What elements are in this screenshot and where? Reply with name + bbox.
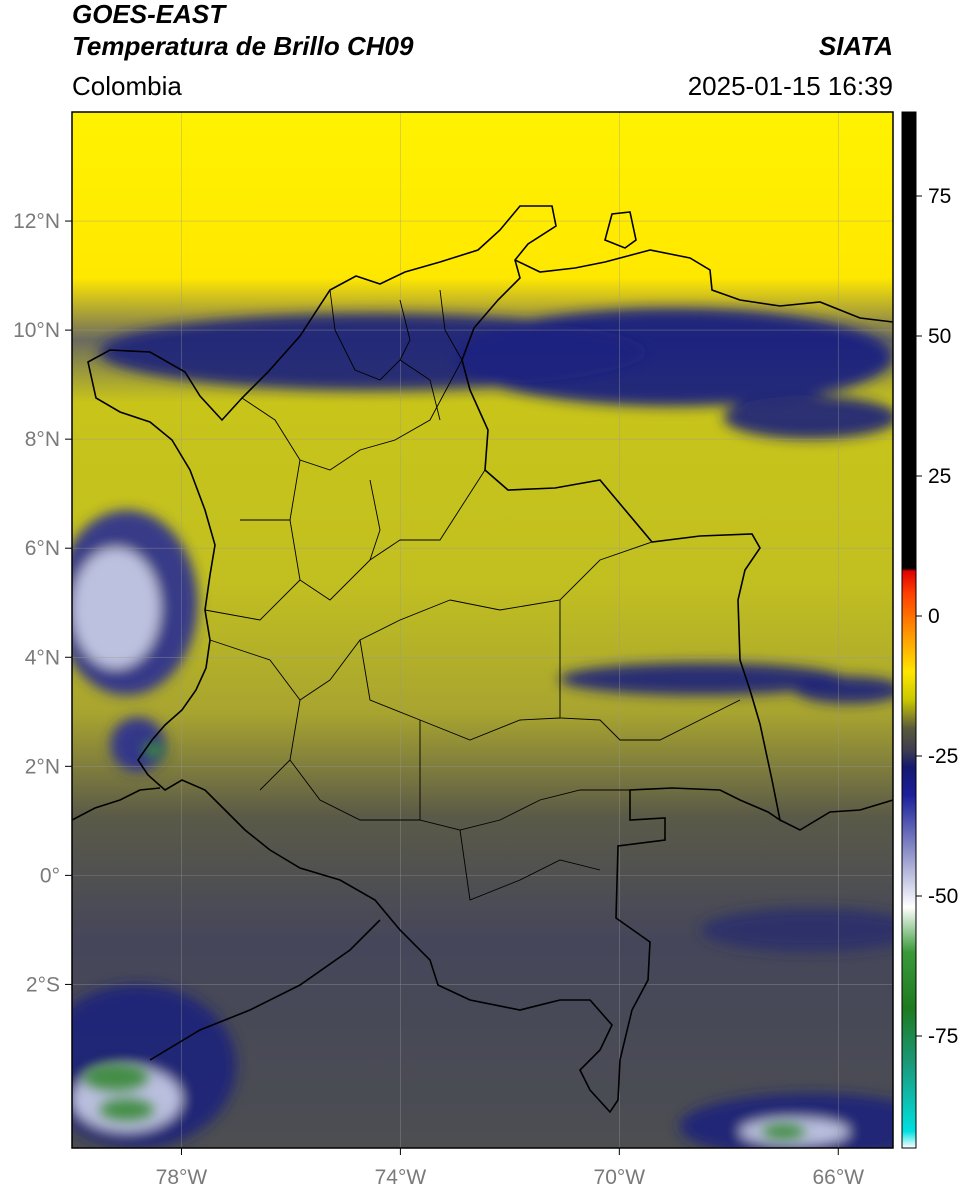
- product-title: GOES-EAST: [72, 0, 226, 29]
- colorbar-tick-label: 0: [928, 605, 940, 628]
- cloud-cell-2: [723, 395, 893, 440]
- latitude-ticks: 12°N 10°N 8°N 6°N 4°N 2°N 0° 2°S: [13, 210, 72, 996]
- lat-tick-label: 2°S: [26, 973, 60, 996]
- colorbar-tick-label: 25: [928, 465, 951, 488]
- map-area: [72, 112, 893, 1148]
- colorbar-ticks: 75 50 25 0 -25 -50 -75: [916, 185, 958, 1048]
- lat-tick-label: 8°N: [25, 428, 60, 451]
- graticule: [72, 112, 893, 1148]
- cloud-cell-1: [455, 308, 893, 407]
- lat-tick-label: 6°N: [25, 537, 60, 560]
- colorbar-frame: [901, 111, 917, 1149]
- cold-top-3: [761, 1123, 806, 1140]
- product-subtitle: Temperatura de Brillo CH09: [72, 31, 414, 61]
- lon-tick-label: 78°W: [156, 1166, 208, 1189]
- lat-tick-label: 2°N: [25, 755, 60, 778]
- colorbar-gradient: [902, 112, 916, 1148]
- lat-tick-label: 0°: [40, 864, 60, 887]
- colorbar: 75 50 25 0 -25 -50 -75: [901, 111, 958, 1149]
- borders-layer: [72, 205, 893, 1114]
- lon-tick-label: 66°W: [812, 1166, 864, 1189]
- lon-tick-label: 74°W: [375, 1166, 427, 1189]
- ecuador-border: [72, 787, 161, 821]
- brightness-temperature-field: [72, 112, 893, 1148]
- colorbar-tick-label: 75: [928, 185, 951, 208]
- lat-tick-label: 10°N: [13, 319, 60, 342]
- cloud-cell-6: [559, 662, 844, 696]
- colorbar-tick-label: -25: [928, 745, 958, 768]
- cloud-cell-5: [110, 717, 166, 772]
- colorbar-tick-label: -50: [928, 885, 958, 908]
- map-frame: [71, 111, 894, 1149]
- departments-layer: [204, 289, 741, 901]
- cold-top-2: [143, 741, 166, 759]
- colorbar-tick-label: 50: [928, 325, 951, 348]
- venezuela-coast: [514, 249, 893, 323]
- peru-border: [149, 919, 381, 1061]
- colombia-border: [87, 205, 782, 1114]
- brand-label: SIATA: [818, 31, 893, 61]
- longitude-ticks: 78°W 74°W 70°W 66°W: [156, 1148, 864, 1189]
- cloud-cell-12: [701, 908, 893, 952]
- cold-top-1: [99, 1098, 155, 1121]
- region-label: Colombia: [72, 71, 182, 101]
- cloud-cell-7: [794, 676, 893, 704]
- cold-top-0: [82, 1063, 149, 1091]
- cloud-cell-4: [72, 548, 160, 669]
- timestamp-label: 2025-01-15 16:39: [687, 71, 893, 101]
- lat-tick-label: 12°N: [13, 210, 60, 233]
- brazil-border: [779, 799, 893, 831]
- colorbar-tick-label: -75: [928, 1025, 958, 1048]
- paraguana-peninsula: [604, 211, 637, 249]
- lon-tick-label: 70°W: [594, 1166, 646, 1189]
- cold-cloud-tops-layer: [82, 741, 806, 1140]
- lat-tick-label: 4°N: [25, 646, 60, 669]
